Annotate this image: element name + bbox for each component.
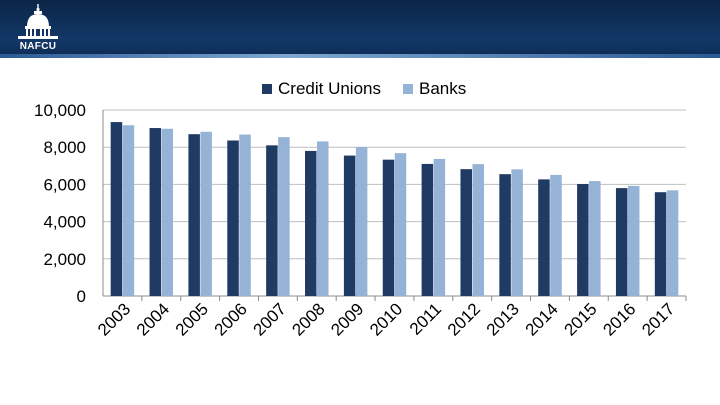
bar-banks (666, 190, 679, 296)
bar-credit-unions (149, 128, 162, 296)
capitol-dome-icon (18, 4, 58, 39)
x-tick-label: 2009 (327, 299, 367, 339)
y-tick-label: 0 (77, 287, 86, 306)
bar-credit-unions (499, 174, 511, 296)
logo-text: NAFCU (19, 41, 57, 52)
bar-credit-unions (460, 169, 472, 296)
legend-swatch-banks (403, 84, 413, 94)
x-tick-label: 2012 (444, 299, 484, 339)
bar-credit-unions (110, 122, 123, 296)
x-tick-label: 2013 (483, 299, 523, 339)
bar-banks (589, 181, 601, 296)
y-tick-label: 10,000 (34, 101, 86, 120)
legend-label-banks: Banks (419, 79, 467, 98)
bar-banks (627, 185, 640, 296)
chart-legend: Credit Unions Banks (262, 79, 466, 99)
legend-item-credit-unions: Credit Unions (262, 79, 381, 99)
bar-credit-unions (421, 163, 434, 296)
x-tick-label: 2016 (599, 299, 639, 339)
x-tick-label: 2015 (560, 299, 600, 339)
bar-credit-unions (615, 188, 628, 296)
bar-credit-unions (654, 192, 667, 296)
bar-banks (161, 128, 174, 296)
header-band (0, 0, 720, 58)
legend-swatch-credit-unions (262, 84, 272, 94)
legend-item-banks: Banks (403, 79, 466, 99)
bar-credit-unions (266, 145, 278, 296)
bar-banks (472, 164, 484, 296)
x-tick-label: 2005 (172, 299, 212, 339)
bar-banks (433, 158, 446, 296)
bar-banks (122, 125, 135, 296)
x-tick-label: 2010 (366, 299, 406, 339)
bar-credit-unions (538, 179, 550, 296)
y-tick-label: 6,000 (43, 175, 86, 194)
x-tick-label: 2008 (288, 299, 328, 339)
bar-credit-unions (382, 159, 395, 296)
x-tick-label: 2011 (406, 299, 445, 338)
x-tick-label: 2003 (94, 299, 134, 339)
bar-banks (278, 137, 290, 296)
bar-credit-unions (577, 184, 589, 296)
bar-banks (317, 141, 329, 296)
nafcu-logo: NAFCU (12, 4, 64, 54)
x-tick-label: 2006 (211, 299, 251, 339)
x-tick-label: 2017 (638, 299, 678, 339)
x-tick-label: 2014 (522, 299, 562, 339)
y-tick-label: 4,000 (43, 213, 86, 232)
y-tick-label: 8,000 (43, 138, 86, 157)
bar-credit-unions (305, 150, 317, 296)
bar-banks (200, 131, 212, 296)
y-tick-label: 2,000 (43, 250, 86, 269)
x-tick-label: 2007 (250, 299, 290, 339)
bar-banks (511, 169, 523, 296)
bar-banks (355, 147, 368, 296)
bar-banks (394, 153, 407, 296)
bar-banks (550, 174, 562, 296)
bar-banks (239, 134, 251, 296)
legend-label-credit-unions: Credit Unions (278, 79, 381, 98)
header-accent-stripe (0, 54, 720, 58)
bar-credit-unions (227, 140, 239, 296)
bar-credit-unions (188, 134, 200, 296)
x-tick-label: 2004 (133, 299, 173, 339)
bar-credit-unions (343, 155, 356, 296)
